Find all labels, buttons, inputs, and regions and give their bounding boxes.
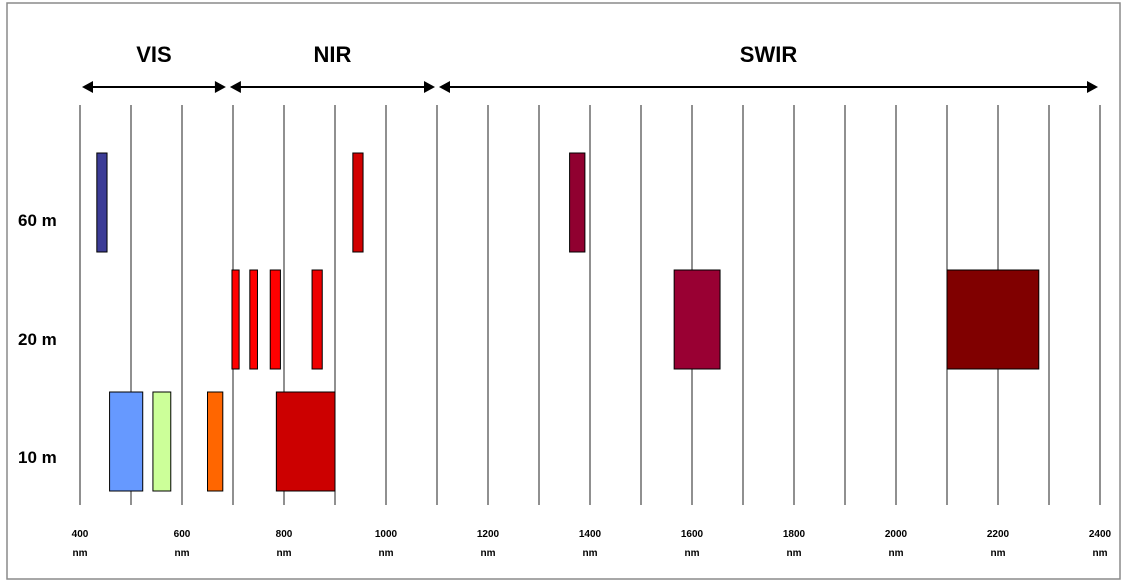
region-label: SWIR <box>740 42 798 67</box>
tick-label-1800: 1800 nm <box>783 529 806 559</box>
tick-unit: nm <box>991 548 1006 559</box>
tick-value: 600 <box>174 529 191 540</box>
region-vis: VIS <box>82 42 226 93</box>
tick-unit: nm <box>379 548 394 559</box>
tick-label-1600: 1600 nm <box>681 529 704 559</box>
tick-label-600: 600 nm <box>174 529 191 559</box>
arrowhead-left <box>229 81 241 93</box>
tick-unit: nm <box>889 548 904 559</box>
tick-label-800: 800 nm <box>276 529 293 559</box>
arrowhead-left <box>439 81 450 93</box>
tick-unit: nm <box>481 548 496 559</box>
band-bar <box>96 152 108 253</box>
region-swir: SWIR <box>439 42 1098 93</box>
spectral-bands <box>96 152 1040 492</box>
tick-value: 400 <box>72 529 89 540</box>
arrowhead-right <box>214 81 226 93</box>
tick-unit: nm <box>583 548 598 559</box>
band-bar <box>275 391 336 492</box>
resolution-label: 20 m <box>18 330 57 349</box>
tick-label-400: 400 nm <box>72 529 89 559</box>
resolution-label: 60 m <box>18 211 57 230</box>
region-label: NIR <box>314 42 352 67</box>
tick-value: 800 <box>276 529 293 540</box>
tick-value: 1600 <box>681 529 704 540</box>
region-label: VIS <box>136 42 171 67</box>
band-bar <box>231 269 240 370</box>
tick-value: 1000 <box>375 529 398 540</box>
band-bar <box>569 152 586 253</box>
tick-label-2200: 2200 nm <box>987 529 1010 559</box>
tick-unit: nm <box>175 548 190 559</box>
band-bar <box>109 391 144 492</box>
band-bar <box>152 391 172 492</box>
spectral-regions: VIS NIR SWIR <box>82 42 1098 93</box>
tick-label-1000: 1000 nm <box>375 529 398 559</box>
arrowhead-right <box>424 81 435 93</box>
resolution-label: 10 m <box>18 448 57 467</box>
tick-value: 2000 <box>885 529 908 540</box>
chart-frame <box>6 2 1121 580</box>
tick-label-1400: 1400 nm <box>579 529 602 559</box>
tick-unit: nm <box>277 548 292 559</box>
band-bar <box>269 269 281 370</box>
tick-unit: nm <box>1093 548 1108 559</box>
band-bar <box>673 269 721 370</box>
arrowhead-right <box>1087 81 1098 93</box>
band-bar <box>352 152 364 253</box>
tick-label-2400: 2400 nm <box>1089 529 1112 559</box>
band-bar <box>311 269 323 370</box>
band-bar <box>207 391 224 492</box>
tick-value: 1400 <box>579 529 602 540</box>
region-nir: NIR <box>229 42 435 93</box>
tick-value: 1800 <box>783 529 806 540</box>
tick-unit: nm <box>685 548 700 559</box>
arrowhead-left <box>82 81 93 93</box>
tick-unit: nm <box>73 548 88 559</box>
x-axis-tick-labels: 400nm600nm800nm1000nm1200nm1400nm1600nm1… <box>72 529 1112 559</box>
tick-value: 1200 <box>477 529 500 540</box>
tick-label-1200: 1200 nm <box>477 529 500 559</box>
resolution-labels: 60 m 20 m 10 m <box>18 211 57 467</box>
tick-label-2000: 2000 nm <box>885 529 908 559</box>
band-bar <box>249 269 258 370</box>
tick-unit: nm <box>787 548 802 559</box>
tick-value: 2200 <box>987 529 1010 540</box>
tick-value: 2400 <box>1089 529 1112 540</box>
band-bar <box>946 269 1040 370</box>
